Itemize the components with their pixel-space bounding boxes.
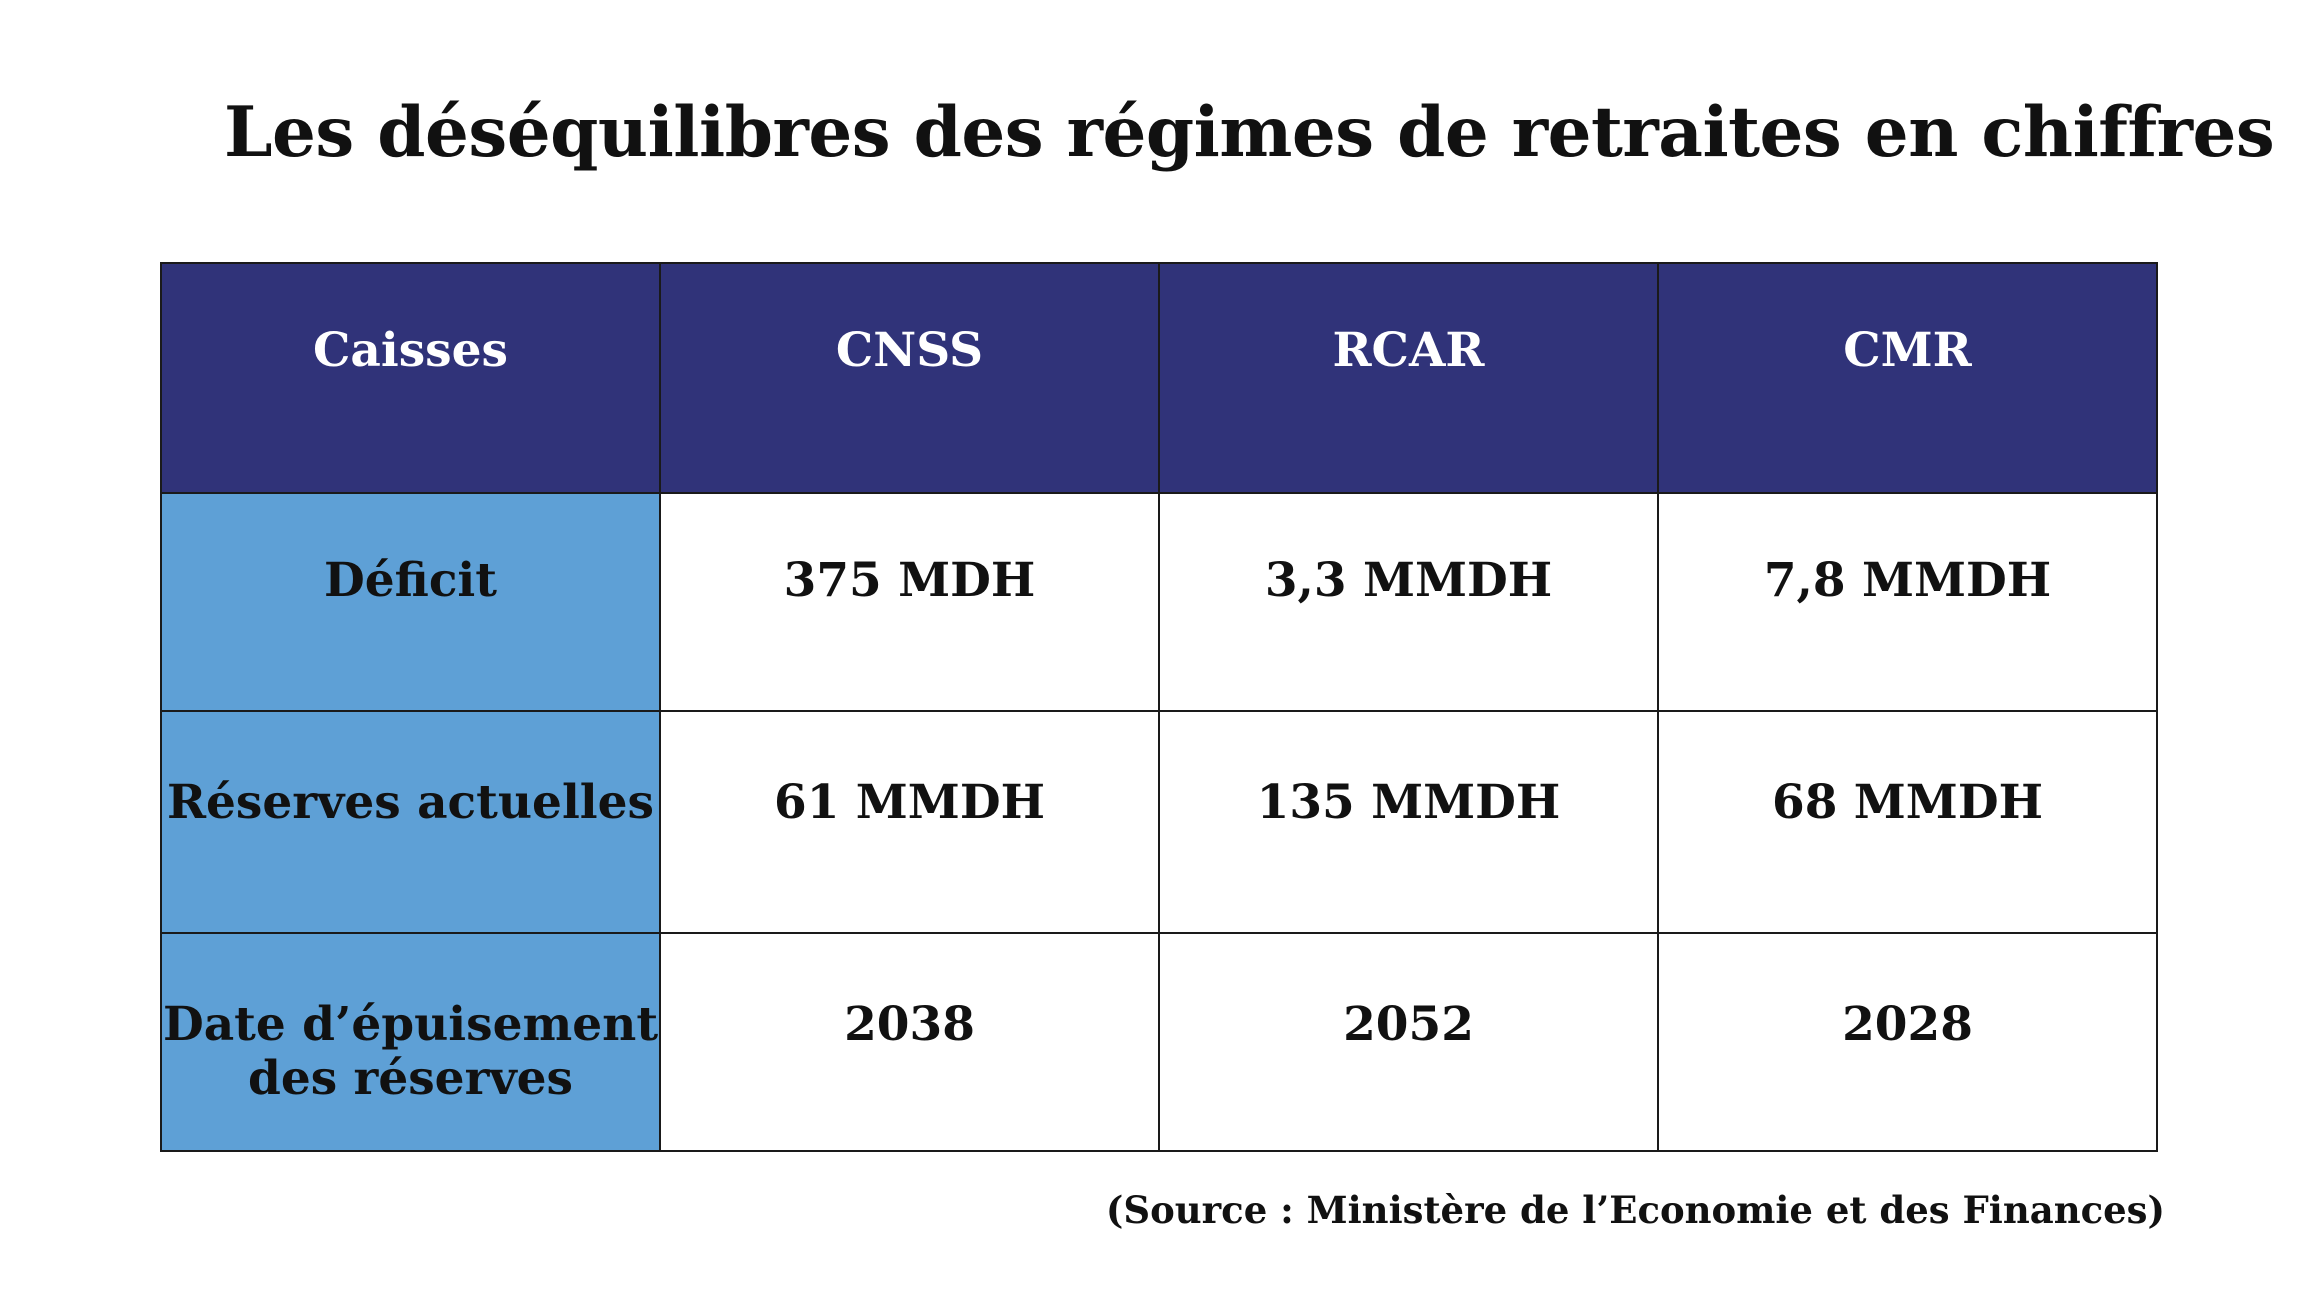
header-cell-cnss: CNSS	[659, 262, 1160, 494]
header-cell-caisses: Caisses	[160, 262, 661, 494]
page-title: Les déséquilibres des régimes de retrait…	[224, 92, 2275, 173]
table-row-reserves: Réserves actuelles 61 MMDH 135 MMDH 68 M…	[160, 710, 2158, 934]
cell-deficit-cmr: 7,8 MMDH	[1657, 492, 2158, 712]
cell-reserves-rcar: 135 MMDH	[1158, 710, 1659, 934]
cell-depletion-cmr: 2028	[1657, 932, 2158, 1152]
row-label-depletion-line-2: des réserves	[247, 1051, 574, 1107]
header-cell-rcar: RCAR	[1158, 262, 1659, 494]
cell-reserves-cmr: 68 MMDH	[1657, 710, 2158, 934]
row-label-deficit: Déficit	[160, 492, 661, 712]
header-cell-cmr: CMR	[1657, 262, 2158, 494]
cell-deficit-rcar: 3,3 MMDH	[1158, 492, 1659, 712]
row-label-depletion-date: Date d’épuisement des réserves	[160, 932, 661, 1152]
retirement-data-table: Caisses CNSS RCAR CMR Déficit 375 MDH 3,…	[160, 262, 2158, 1152]
row-label-reserves: Réserves actuelles	[160, 710, 661, 934]
table-row-depletion-date: Date d’épuisement des réserves 2038 2052…	[160, 932, 2158, 1152]
table-header-row: Caisses CNSS RCAR CMR	[160, 262, 2158, 494]
cell-depletion-cnss: 2038	[659, 932, 1160, 1152]
cell-reserves-cnss: 61 MMDH	[659, 710, 1160, 934]
row-label-depletion-line-1: Date d’épuisement	[162, 997, 659, 1052]
cell-deficit-cnss: 375 MDH	[659, 492, 1160, 712]
table-row-deficit: Déficit 375 MDH 3,3 MMDH 7,8 MMDH	[160, 492, 2158, 712]
cell-depletion-rcar: 2052	[1158, 932, 1659, 1152]
source-note: (Source : Ministère de l’Economie et des…	[1105, 1188, 2165, 1232]
